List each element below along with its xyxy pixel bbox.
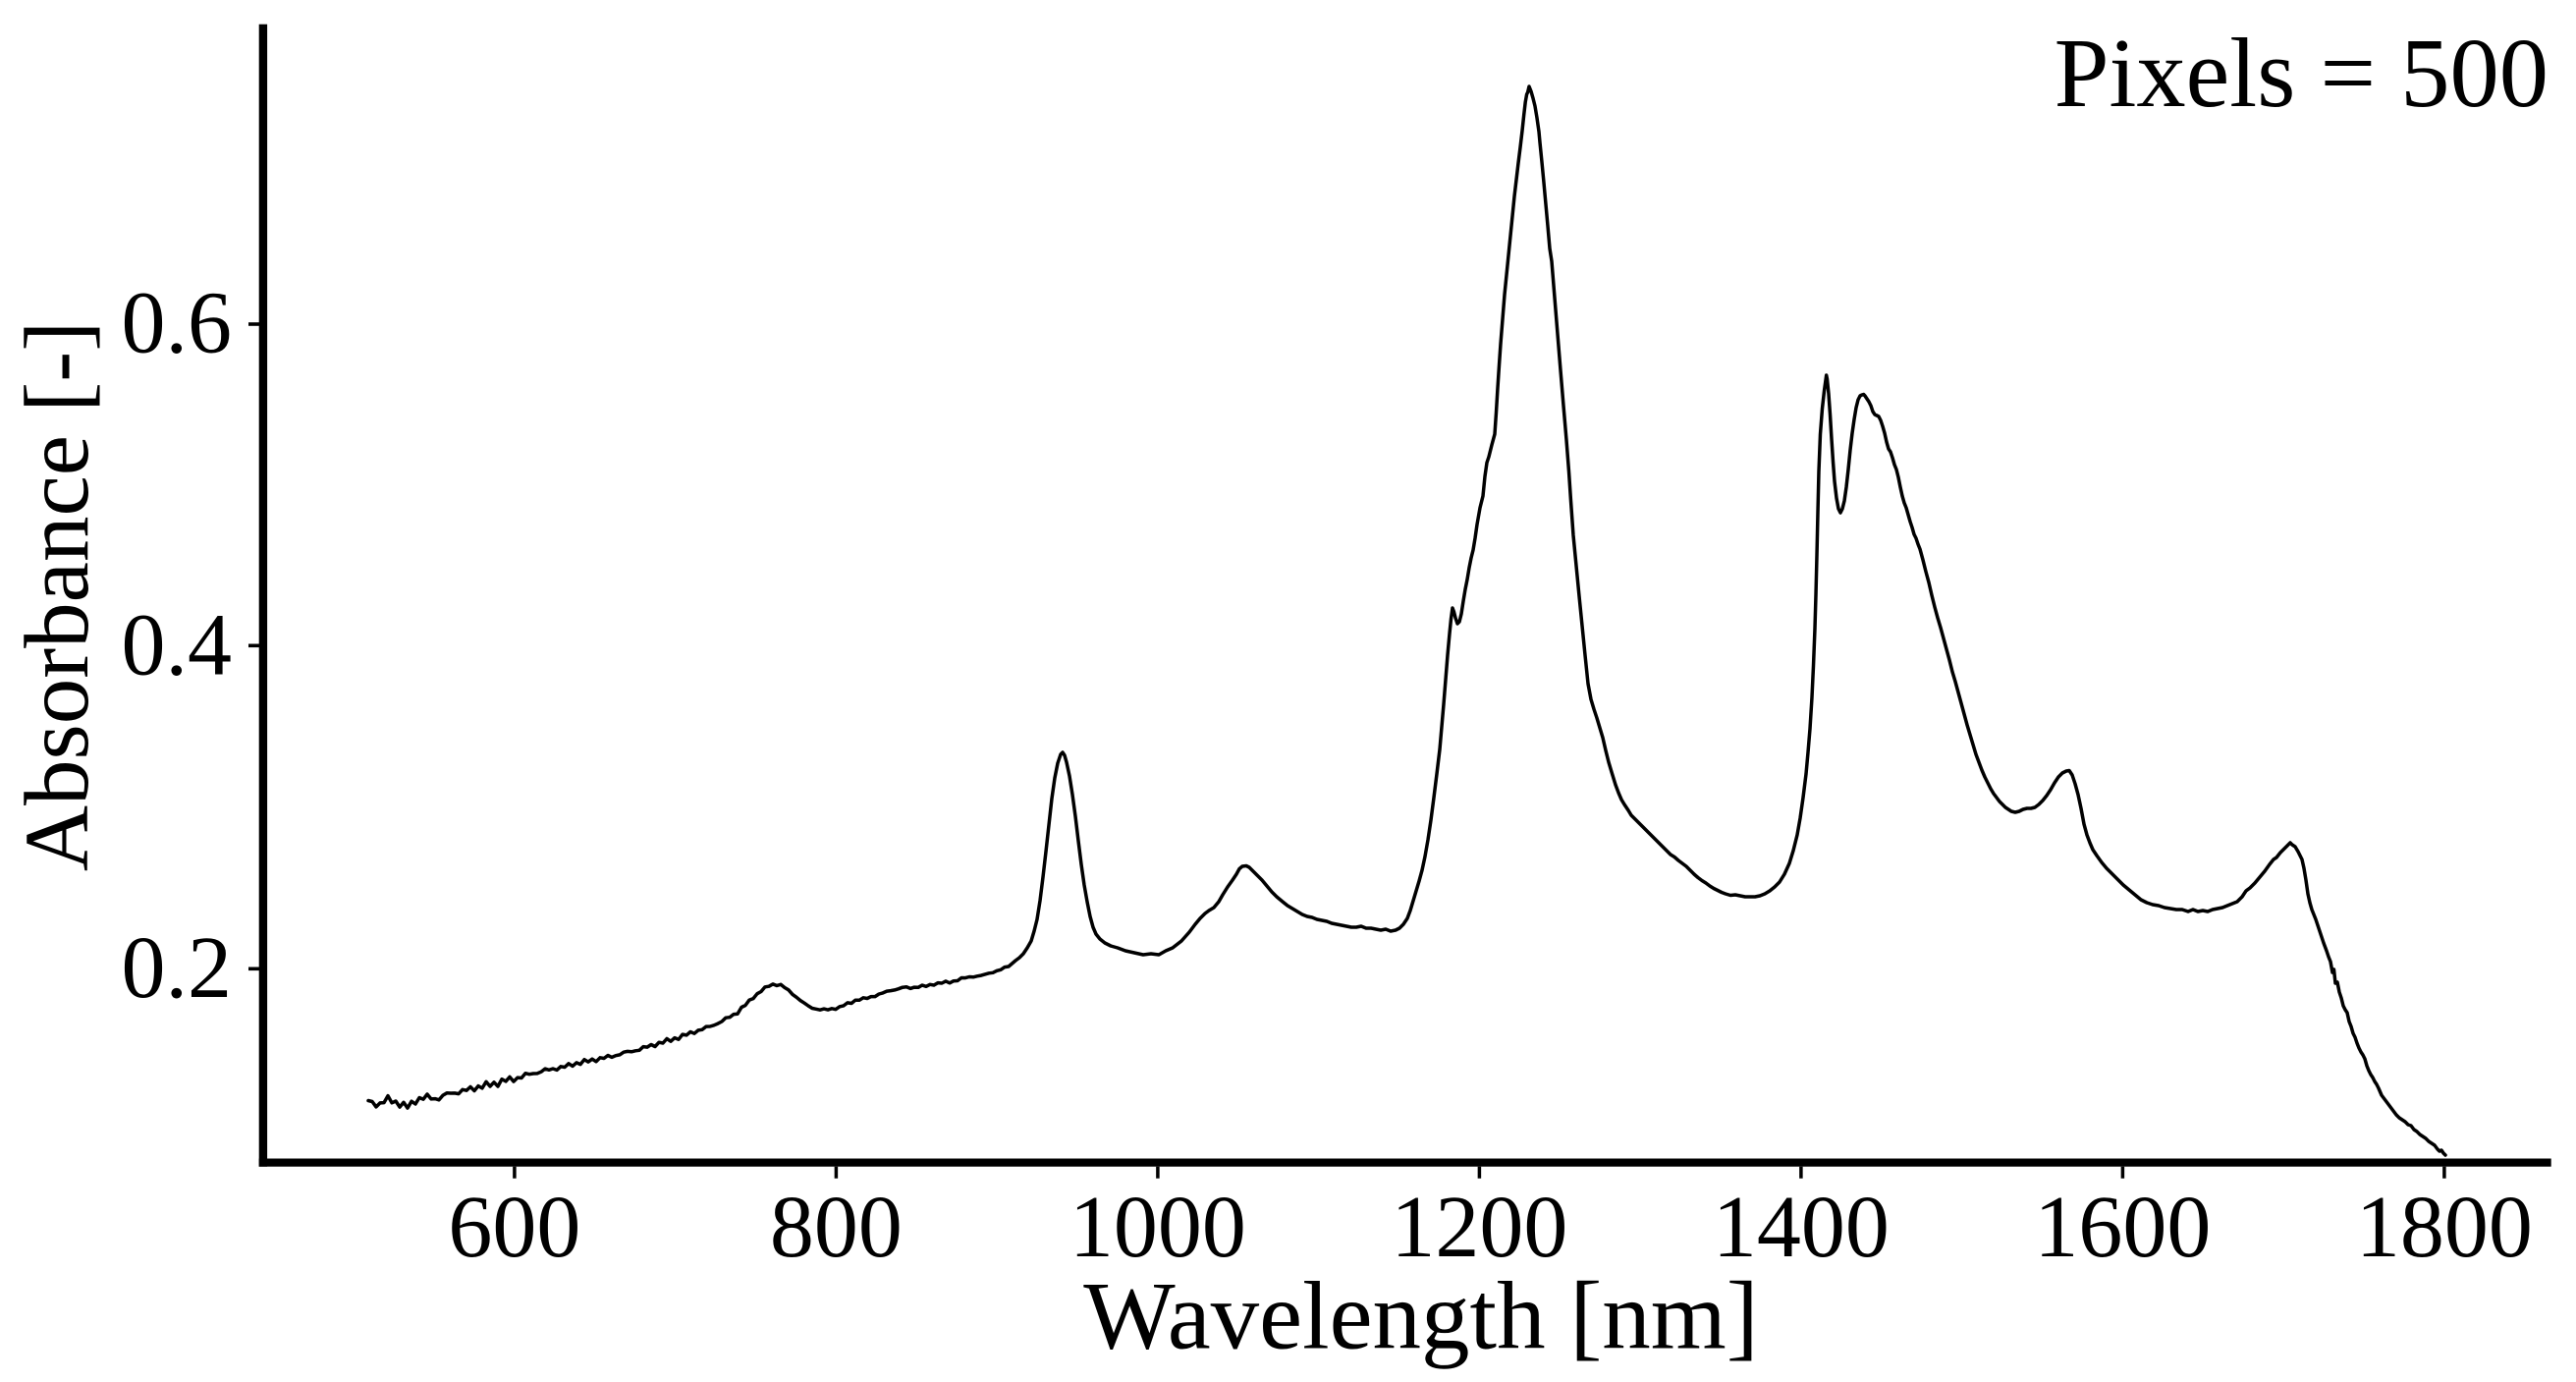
svg-text:1000: 1000	[1069, 1179, 1246, 1276]
svg-text:800: 800	[770, 1179, 903, 1276]
svg-text:0.4: 0.4	[122, 596, 233, 693]
svg-text:1400: 1400	[1713, 1179, 1890, 1276]
svg-text:0.6: 0.6	[122, 274, 233, 371]
svg-text:1200: 1200	[1391, 1179, 1567, 1276]
svg-text:Absorbance [-]: Absorbance [-]	[7, 321, 108, 871]
svg-text:Wavelength [nm]: Wavelength [nm]	[1083, 1263, 1759, 1370]
svg-text:0.2: 0.2	[122, 919, 233, 1017]
svg-text:600: 600	[448, 1179, 580, 1276]
svg-text:1800: 1800	[2356, 1179, 2533, 1276]
svg-text:Pixels = 500: Pixels = 500	[2055, 18, 2549, 128]
svg-text:1600: 1600	[2034, 1179, 2211, 1276]
